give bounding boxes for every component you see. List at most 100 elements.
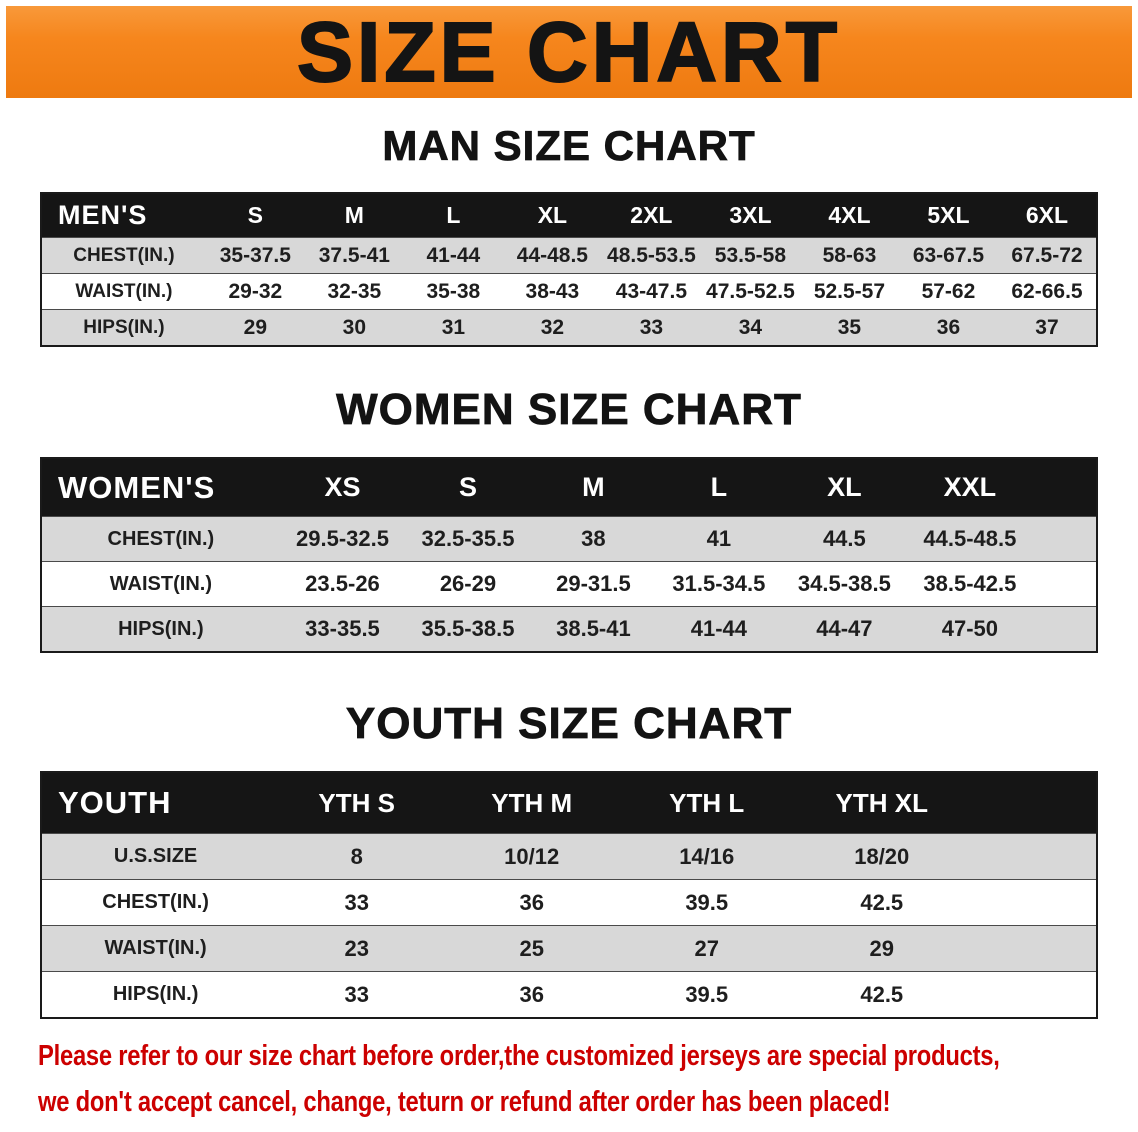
- size-value-cell: 31.5-34.5: [656, 561, 782, 607]
- size-value-cell: 41: [656, 516, 782, 562]
- size-value-cell: 33: [269, 879, 445, 926]
- row-label-cell: HIPS(IN.): [41, 309, 206, 346]
- filler-cell: [969, 833, 1097, 880]
- row-label-cell: CHEST(IN.): [41, 516, 280, 562]
- size-column-header: 2XL: [601, 193, 701, 238]
- size-value-cell: 67.5-72: [997, 237, 1097, 274]
- size-value-cell: 29-32: [205, 273, 305, 310]
- table-title-cell: MEN'S: [41, 193, 206, 238]
- size-value-cell: 41-44: [656, 606, 782, 652]
- notice-line-2: we don't accept cancel, change, teturn o…: [38, 1086, 891, 1118]
- filler-cell: [1032, 561, 1097, 607]
- notice-line-1: Please refer to our size chart before or…: [38, 1040, 1000, 1072]
- size-column-header: L: [656, 458, 782, 517]
- size-column-header: YTH S: [269, 772, 445, 834]
- size-value-cell: 31: [403, 309, 503, 346]
- size-value-cell: 47.5-52.5: [700, 273, 800, 310]
- row-label-cell: CHEST(IN.): [41, 879, 270, 926]
- size-column-header: XL: [502, 193, 602, 238]
- size-value-cell: 34.5-38.5: [781, 561, 908, 607]
- size-column-header: S: [405, 458, 531, 517]
- size-column-header: 6XL: [997, 193, 1097, 238]
- size-value-cell: 41-44: [403, 237, 503, 274]
- size-column-header: 3XL: [700, 193, 800, 238]
- filler-cell: [1032, 606, 1097, 652]
- table-row: WAIST(IN.) 29-32 32-35 35-38 38-43 43-47.5 47.…: [41, 273, 1097, 310]
- table-row: WAIST(IN.) 23.5-26 26-29 29-31.5 31.5-34.5 34…: [41, 561, 1097, 607]
- size-value-cell: 35.5-38.5: [405, 606, 531, 652]
- size-value-cell: 47-50: [907, 606, 1033, 652]
- size-value-cell: 34: [700, 309, 800, 346]
- women-size-chart-heading: WOMEN SIZE CHART: [336, 385, 802, 435]
- size-value-cell: 27: [619, 925, 795, 972]
- size-value-cell: 38: [530, 516, 657, 562]
- size-value-cell: 23: [269, 925, 445, 972]
- row-label-cell: U.S.SIZE: [41, 833, 270, 880]
- size-value-cell: 53.5-58: [700, 237, 800, 274]
- size-value-cell: 35: [799, 309, 899, 346]
- size-value-cell: 58-63: [799, 237, 899, 274]
- row-label-cell: WAIST(IN.): [41, 273, 206, 310]
- table-row: CHEST(IN.) 29.5-32.5 32.5-35.5 38 41 44.5 44.5…: [41, 516, 1097, 562]
- size-value-cell: 30: [304, 309, 404, 346]
- size-column-header: L: [403, 193, 503, 238]
- size-column-header: 5XL: [898, 193, 998, 238]
- size-value-cell: 38.5-41: [530, 606, 657, 652]
- table-row: HIPS(IN.) 33-35.5 35.5-38.5 38.5-41 41-44 44-…: [41, 606, 1097, 652]
- size-value-cell: 57-62: [898, 273, 998, 310]
- size-value-cell: 37.5-41: [304, 237, 404, 274]
- size-value-cell: 44-48.5: [502, 237, 602, 274]
- size-column-header: XS: [279, 458, 406, 517]
- size-column-header: M: [304, 193, 404, 238]
- size-value-cell: 29: [205, 309, 305, 346]
- size-value-cell: 29: [794, 925, 970, 972]
- row-label-cell: CHEST(IN.): [41, 237, 206, 274]
- size-value-cell: 10/12: [444, 833, 620, 880]
- size-column-header: YTH XL: [794, 772, 970, 834]
- table-title-cell: YOUTH: [41, 772, 270, 834]
- size-value-cell: 29.5-32.5: [279, 516, 406, 562]
- size-value-cell: 32.5-35.5: [405, 516, 531, 562]
- size-value-cell: 25: [444, 925, 620, 972]
- table-header-row: WOMEN'S XS S M L XL XXL: [41, 458, 1097, 517]
- size-value-cell: 32-35: [304, 273, 404, 310]
- size-value-cell: 14/16: [619, 833, 795, 880]
- size-value-cell: 44-47: [781, 606, 908, 652]
- size-value-cell: 33: [269, 971, 445, 1018]
- youth-size-chart-heading: YOUTH SIZE CHART: [345, 699, 793, 749]
- size-column-header: YTH L: [619, 772, 795, 834]
- size-column-header: YTH M: [444, 772, 620, 834]
- size-column-header: S: [205, 193, 305, 238]
- size-value-cell: 33-35.5: [279, 606, 406, 652]
- size-value-cell: 35-38: [403, 273, 503, 310]
- size-value-cell: 37: [997, 309, 1097, 346]
- table-header-row: YOUTH YTH S YTH M YTH L YTH XL: [41, 772, 1097, 834]
- filler-cell: [969, 971, 1097, 1018]
- size-column-header: M: [530, 458, 657, 517]
- size-value-cell: 44.5-48.5: [907, 516, 1033, 562]
- size-value-cell: 26-29: [405, 561, 531, 607]
- size-value-cell: 63-67.5: [898, 237, 998, 274]
- man-size-chart-heading: MAN SIZE CHART: [382, 122, 756, 170]
- size-value-cell: 38.5-42.5: [907, 561, 1033, 607]
- size-value-cell: 33: [601, 309, 701, 346]
- table-row: U.S.SIZE 8 10/12 14/16 18/20: [41, 833, 1097, 880]
- mens-size-table: MEN'S S M L XL 2XL 3XL 4XL 5XL 6XL CHEST(IN.) 35-37…: [40, 192, 1098, 347]
- table-row: CHEST(IN.) 33 36 39.5 42.5: [41, 879, 1097, 926]
- size-value-cell: 62-66.5: [997, 273, 1097, 310]
- size-value-cell: 42.5: [794, 971, 970, 1018]
- size-value-cell: 39.5: [619, 971, 795, 1018]
- size-value-cell: 36: [898, 309, 998, 346]
- size-value-cell: 42.5: [794, 879, 970, 926]
- size-value-cell: 39.5: [619, 879, 795, 926]
- table-row: HIPS(IN.) 33 36 39.5 42.5: [41, 971, 1097, 1018]
- table-header-row: MEN'S S M L XL 2XL 3XL 4XL 5XL 6XL: [41, 193, 1097, 238]
- size-column-header: 4XL: [799, 193, 899, 238]
- order-notice: Please refer to our size chart before or…: [38, 1033, 1138, 1125]
- size-chart-banner: SIZE CHART: [6, 6, 1132, 98]
- size-value-cell: 36: [444, 879, 620, 926]
- size-value-cell: 8: [269, 833, 445, 880]
- youth-size-table: YOUTH YTH S YTH M YTH L YTH XL U.S.SIZE 8 10/12…: [40, 771, 1098, 1019]
- size-column-header: XXL: [907, 458, 1033, 517]
- filler-cell: [1032, 516, 1097, 562]
